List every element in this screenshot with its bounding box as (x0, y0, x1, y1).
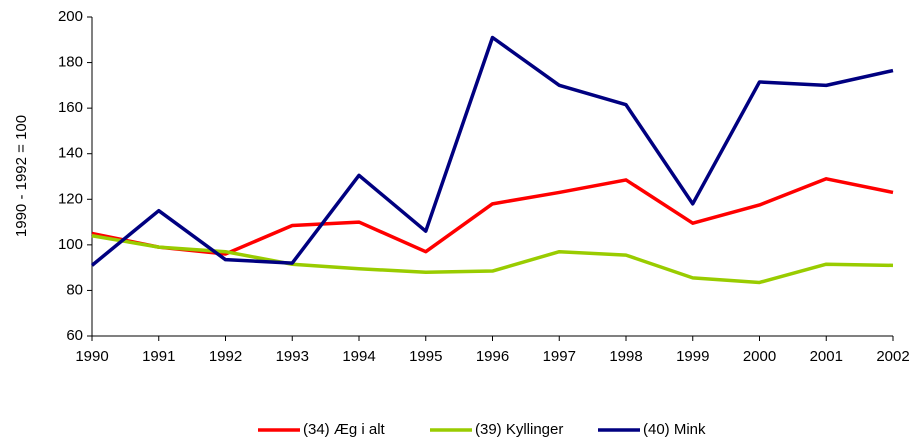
x-tick-label: 1992 (209, 348, 242, 365)
legend-label: (34) Æg i alt (303, 421, 386, 438)
y-tick-label: 160 (58, 99, 83, 116)
x-tick-label: 1998 (609, 348, 642, 365)
legend-label: (40) Mink (643, 421, 706, 438)
series-line (91, 234, 894, 285)
y-tick-label: 120 (58, 190, 83, 207)
y-axis-label: 1990 - 1992 = 100 (13, 115, 30, 237)
x-tick-label: 1991 (142, 348, 175, 365)
x-tick-label: 1990 (75, 348, 108, 365)
x-tick-label: 1999 (676, 348, 709, 365)
y-tick-label: 100 (58, 236, 83, 253)
x-tick-label: 2002 (876, 348, 909, 365)
legend-label: (39) Kyllinger (475, 421, 563, 438)
x-tick-label: 1993 (276, 348, 309, 365)
y-tick-label: 80 (66, 281, 83, 298)
y-tick-label: 180 (58, 54, 83, 71)
x-tick-label: 2000 (743, 348, 776, 365)
y-tick-label: 200 (58, 8, 83, 25)
x-tick-label: 1997 (543, 348, 576, 365)
y-tick-label: 140 (58, 145, 83, 162)
x-tick-label: 1996 (476, 348, 509, 365)
y-tick-label: 60 (66, 327, 83, 344)
x-tick-label: 1994 (342, 348, 375, 365)
x-tick-label: 2001 (810, 348, 843, 365)
series-line (90, 35, 894, 267)
x-tick-label: 1995 (409, 348, 442, 365)
series-line (91, 177, 894, 256)
